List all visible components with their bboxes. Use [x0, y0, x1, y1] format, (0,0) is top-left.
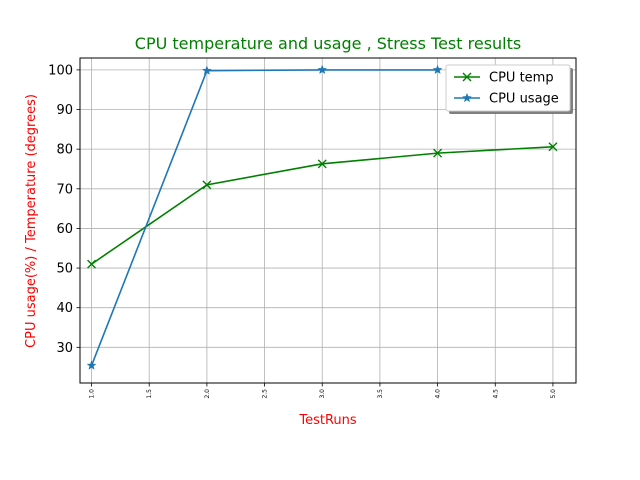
x-axis-label: TestRuns [298, 413, 357, 428]
x-tick-label: 1.5 [146, 389, 153, 399]
chart-title: CPU temperature and usage , Stress Test … [135, 34, 521, 53]
y-tick-label: 90 [56, 103, 73, 118]
y-tick-label: 70 [56, 182, 73, 197]
y-tick-label: 100 [48, 63, 73, 78]
x-axis-ticks: 1.0 1.5 2.0 2.5 3.0 3.5 4.0 4.5 5.0 [89, 383, 557, 399]
cpu-temp-point [87, 259, 97, 269]
legend-cpu-temp-marker [462, 72, 472, 82]
y-tick-label: 80 [56, 143, 73, 158]
cpu-temp-point [317, 159, 327, 169]
y-axis-label: CPU usage(%) / Temperature (degrees) [24, 94, 39, 348]
x-tick-label: 4.0 [435, 389, 442, 399]
cpu-usage-point [317, 64, 328, 75]
legend: CPU temp CPU usage [445, 64, 573, 114]
x-tick-label: 3.5 [377, 389, 384, 399]
y-tick-label: 40 [56, 301, 73, 316]
series-layer [86, 64, 558, 370]
x-tick-label: 2.5 [262, 389, 269, 399]
legend-cpu-usage-label: CPU usage [489, 92, 559, 107]
x-tick-label: 5.0 [550, 389, 557, 399]
y-axis-ticks: 30 40 50 60 70 80 90 100 [48, 63, 80, 356]
cpu-usage-point [86, 360, 97, 370]
y-tick-label: 60 [56, 222, 73, 237]
y-tick-label: 50 [56, 262, 73, 277]
legend-cpu-temp-label: CPU temp [489, 71, 554, 86]
plot-frame [79, 57, 577, 384]
y-tick-label: 30 [56, 341, 73, 356]
x-tick-label: 3.0 [319, 389, 326, 399]
cpu-usage-point [201, 65, 212, 75]
x-tick-label: 1.0 [89, 389, 96, 399]
cpu-usage-line [90, 69, 438, 366]
legend-cpu-usage-marker [462, 92, 472, 103]
x-tick-label: 2.0 [204, 389, 211, 399]
x-tick-label: 4.5 [492, 389, 499, 399]
cpu-temp-point [548, 142, 558, 152]
cpu-temp-point [202, 180, 212, 190]
cpu-temp-point [433, 148, 443, 158]
cpu-usage-point [432, 64, 443, 75]
